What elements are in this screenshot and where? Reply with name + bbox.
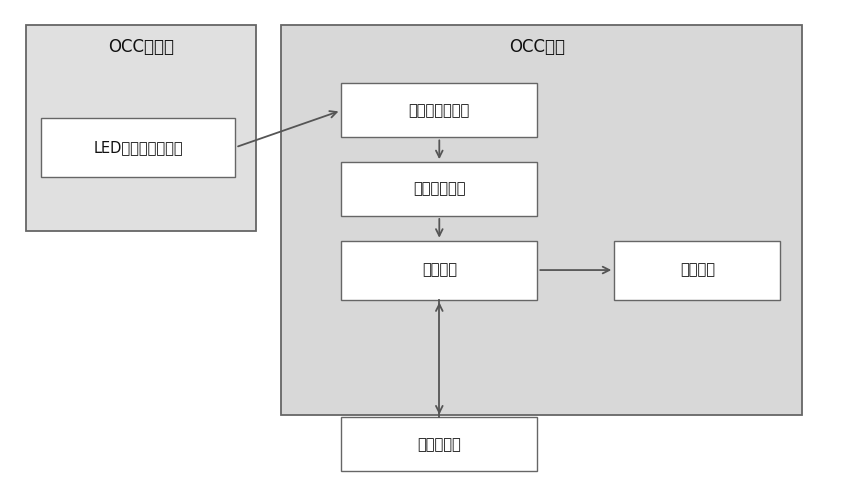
Bar	[281, 25, 801, 415]
Bar	[26, 25, 256, 231]
Text: 图像处理模块: 图像处理模块	[412, 182, 465, 196]
Bar	[41, 118, 235, 177]
Text: 通信模块: 通信模块	[421, 263, 457, 277]
Text: 显示模块: 显示模块	[679, 263, 714, 277]
Text: 后台服务器: 后台服务器	[417, 437, 461, 452]
Bar	[341, 241, 537, 300]
Text: 摄像头接收模块: 摄像头接收模块	[408, 103, 469, 118]
Text: LED灯位置发送模块: LED灯位置发送模块	[93, 140, 183, 155]
Bar	[613, 241, 780, 300]
Bar	[341, 83, 537, 137]
Bar	[341, 162, 537, 216]
Text: OCC发送端: OCC发送端	[107, 38, 174, 55]
Bar	[341, 417, 537, 471]
Text: OCC终端: OCC终端	[509, 38, 565, 55]
